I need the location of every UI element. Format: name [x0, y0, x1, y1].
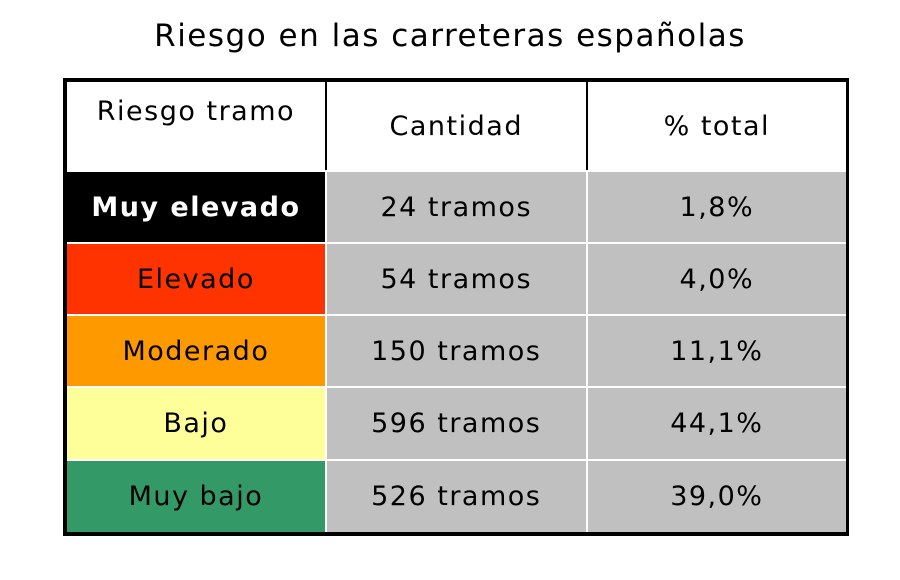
table-row: Bajo 596 tramos 44,1%	[64, 386, 849, 461]
table-row: Muy bajo 526 tramos 39,0%	[64, 458, 849, 536]
table-cell: Bajo	[64, 386, 327, 461]
table-cell: Moderado	[64, 314, 327, 389]
table-cell: Muy elevado	[64, 169, 327, 245]
table-cell: 1,8%	[585, 169, 849, 245]
table-cell: Elevado	[64, 242, 327, 317]
header-cell: Cantidad	[324, 79, 588, 172]
table-cell: 4,0%	[585, 242, 849, 317]
header-cell: Riesgo tramo	[64, 79, 327, 172]
table-cell: 596 tramos	[324, 386, 588, 461]
table-cell: 44,1%	[585, 386, 849, 461]
table-cell: 11,1%	[585, 314, 849, 389]
header-row: Riesgo tramo Cantidad% total	[64, 79, 849, 172]
table-cell: 526 tramos	[324, 458, 588, 536]
header-cell: % total	[585, 79, 849, 172]
table-cell: Muy bajo	[64, 458, 327, 536]
table-row: Elevado 54 tramos 4,0%	[64, 242, 849, 317]
table-row: Moderado 150 tramos 11,1%	[64, 314, 849, 389]
risk-table: Riesgo tramo Cantidad% total Muy elevado 24…	[63, 78, 849, 536]
table-cell: 24 tramos	[324, 169, 588, 245]
table-cell: 150 tramos	[324, 314, 588, 389]
title: Riesgo en las carreteras españolas	[154, 18, 746, 54]
table-cell: 54 tramos	[324, 242, 588, 317]
table-row: Muy elevado 24 tramos 1,8%	[64, 169, 849, 245]
table-cell: 39,0%	[585, 458, 849, 536]
